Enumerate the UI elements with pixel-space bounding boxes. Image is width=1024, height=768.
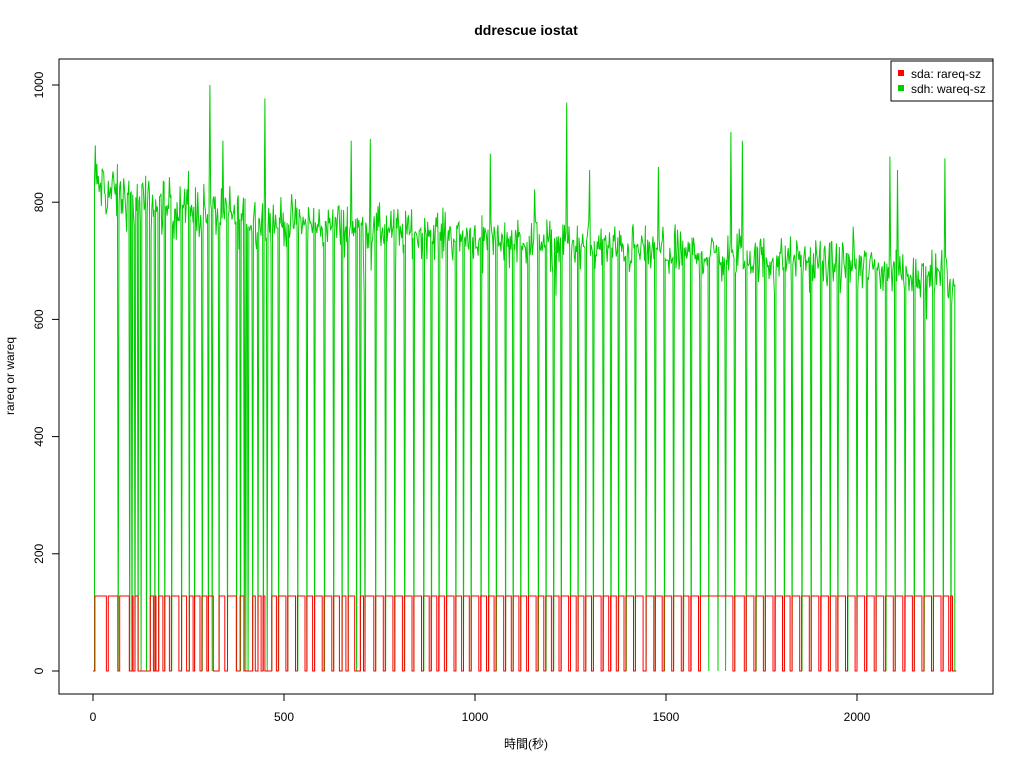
legend-box: [890, 60, 994, 102]
x-tick-label: 0: [90, 710, 97, 724]
legend-swatch-sdh: [898, 85, 904, 91]
x-tick-label: 500: [274, 710, 294, 724]
x-axis: 0 500 1000 1500 2000: [90, 693, 871, 724]
legend-label-sda: sda: rareq-sz: [911, 67, 981, 81]
y-tick-label: 800: [32, 192, 46, 212]
y-tick-label: 0: [32, 667, 46, 674]
chart-title: ddrescue iostat: [474, 22, 578, 38]
series-line-sdh-wareq-sz: [93, 84, 956, 672]
plot-lines: [93, 84, 957, 672]
legend-swatch-sda: [898, 70, 904, 76]
x-axis-label: 時間(秒): [504, 737, 548, 751]
series-line-sda-rareq-sz: [93, 595, 957, 672]
y-tick-label: 200: [32, 543, 46, 563]
y-axis-label: rareq or wareq: [3, 337, 17, 415]
x-tick-label: 2000: [844, 710, 871, 724]
x-tick-label: 1500: [653, 710, 680, 724]
legend: sda: rareq-sz sdh: wareq-sz: [890, 60, 994, 102]
y-axis: 0 200 400 600 800 1000: [32, 71, 60, 674]
y-tick-label: 1000: [32, 71, 46, 98]
legend-label-sdh: sdh: wareq-sz: [911, 82, 986, 96]
y-tick-label: 400: [32, 426, 46, 446]
y-tick-label: 600: [32, 309, 46, 329]
plot-frame: [58, 58, 994, 695]
x-tick-label: 1000: [462, 710, 489, 724]
